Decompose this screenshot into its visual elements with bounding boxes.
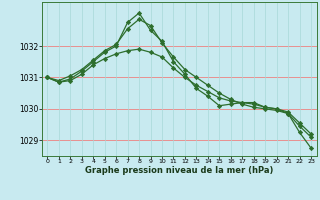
X-axis label: Graphe pression niveau de la mer (hPa): Graphe pression niveau de la mer (hPa): [85, 166, 273, 175]
